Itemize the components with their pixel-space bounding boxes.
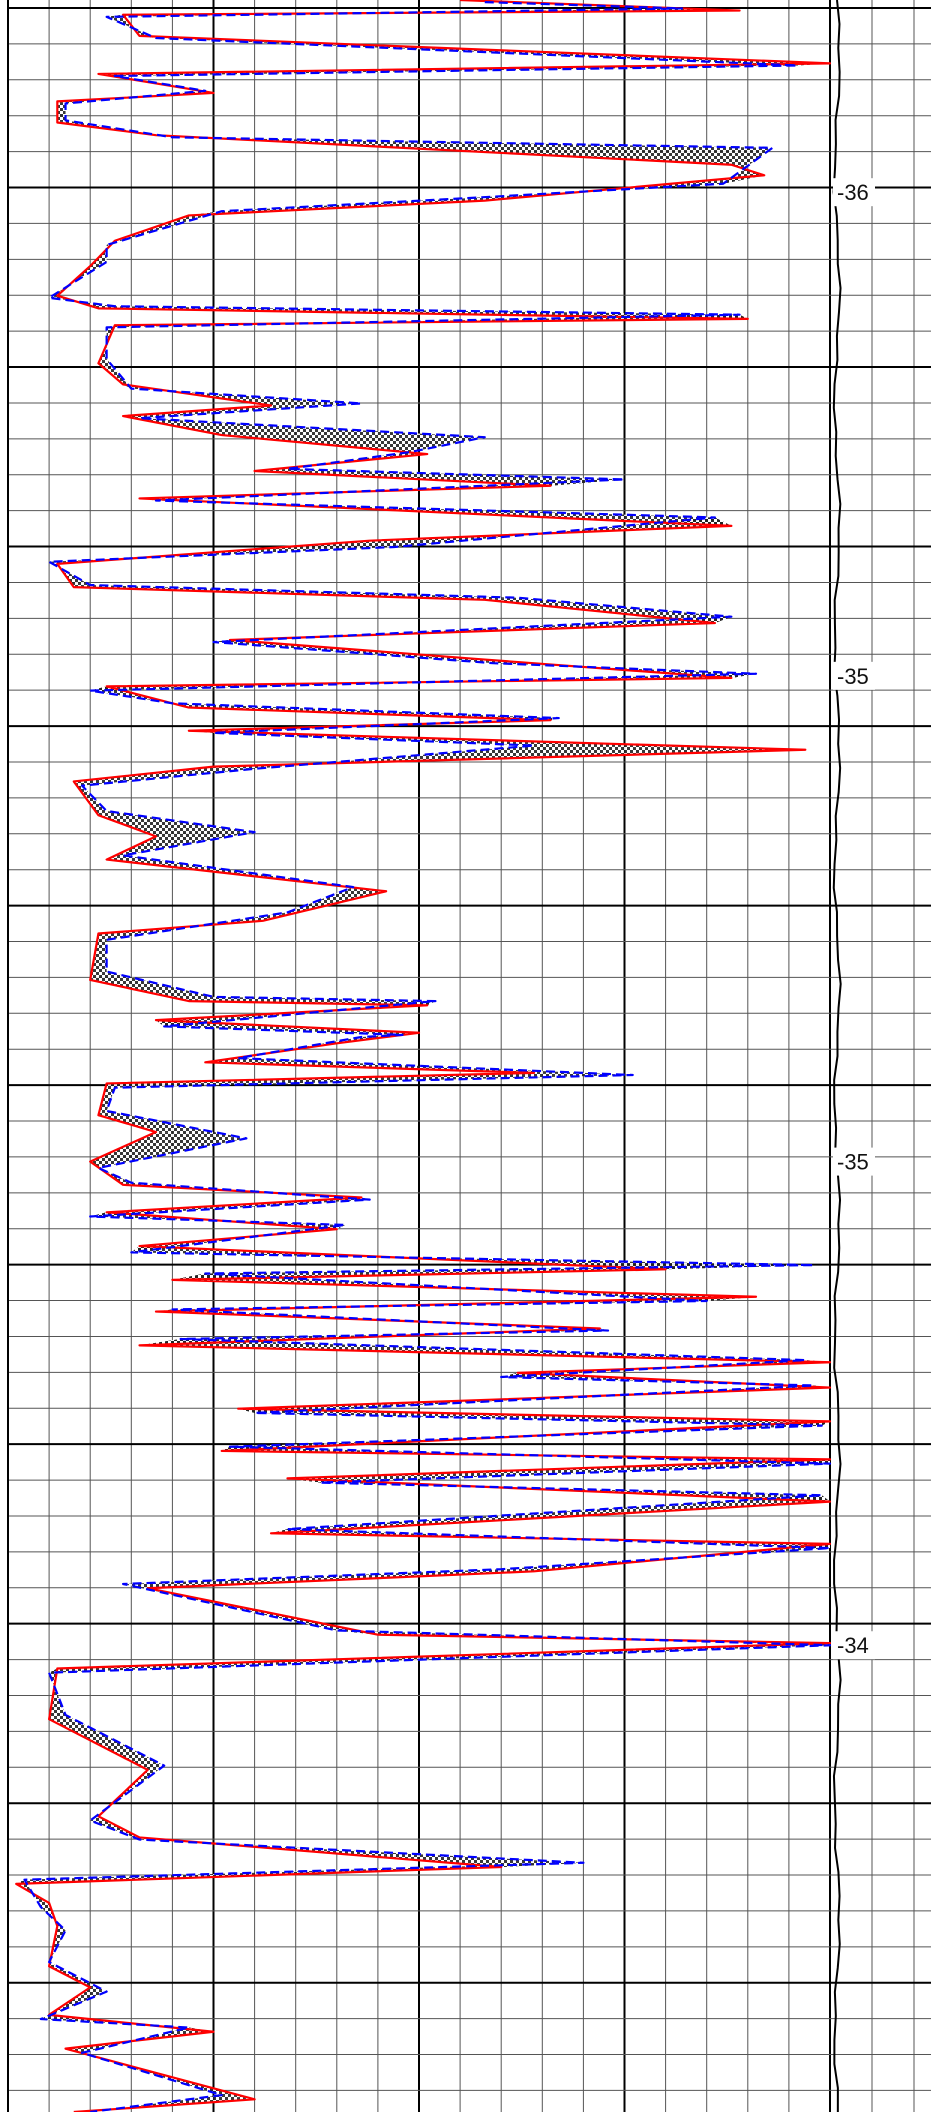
fill-segment (49, 1714, 165, 1770)
series-red-line (15, 0, 832, 2112)
fill-segment (49, 561, 91, 588)
fill-segment (90, 1132, 247, 1168)
fill-segment (98, 912, 288, 940)
curves (15, 0, 832, 2112)
grid (7, 0, 931, 2112)
fill-segment (40, 1987, 107, 2020)
fill-segment (139, 1339, 830, 1363)
fill-segment (123, 1569, 535, 1589)
fill-segment (49, 1962, 107, 1992)
fill-segment (123, 416, 485, 438)
depth-label: -34 (837, 1633, 869, 1658)
fill-segment (98, 811, 255, 837)
depth-label: -36 (837, 180, 869, 205)
series-blue-line (23, 1, 832, 2112)
fill-segment (90, 1816, 140, 1840)
curve-fill (16, 0, 831, 2112)
fill-segment (254, 468, 625, 486)
depth-label-bg (833, 1631, 875, 1660)
fill-segment (90, 1161, 132, 1185)
depth-labels: -36 -35 -35 -34 (833, 178, 875, 1660)
fill-segment (254, 451, 428, 471)
fill-segment (65, 2027, 214, 2053)
fill-segment (131, 1246, 814, 1270)
depth-label-bg (833, 661, 875, 690)
fill-segment (98, 359, 132, 389)
fill-segment (73, 781, 107, 816)
fill-segment (221, 1446, 831, 1464)
depth-label: -35 (837, 664, 869, 689)
fill-segment (98, 1083, 115, 1116)
fill-segment (90, 933, 107, 980)
depth-track (832, 0, 842, 2112)
fill-segment (271, 1529, 830, 1549)
depth-label-bg (833, 1147, 875, 1176)
fill-segment (460, 175, 765, 201)
depth-label: -35 (837, 1150, 869, 1175)
fill-segment (271, 1495, 830, 1534)
depth-track-line (832, 0, 842, 2112)
fill-segment (90, 971, 214, 1002)
fill-segment (484, 597, 732, 624)
fill-segment (57, 101, 66, 123)
fill-segment (188, 996, 436, 1006)
fill-segment (16, 1879, 50, 1908)
depth-label-bg (833, 178, 875, 207)
fill-segment (73, 766, 255, 786)
fill-segment (90, 686, 189, 708)
